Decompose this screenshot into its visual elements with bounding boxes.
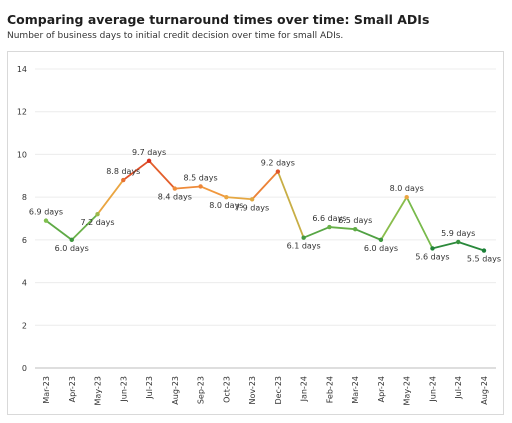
data-label: 6.5 days <box>338 216 372 225</box>
line-segment <box>96 179 125 216</box>
data-label: 9.2 days <box>261 159 295 168</box>
data-point[interactable] <box>481 248 487 253</box>
data-point[interactable] <box>69 237 74 243</box>
data-label: 5.5 days <box>467 255 501 264</box>
data-label: 7.9 days <box>235 203 269 212</box>
x-axis-ticks: Mar-23 Apr-23 May-23 Jun-23 Jul-23 Aug-23 Sep-… <box>42 376 489 405</box>
line-segment <box>251 170 279 201</box>
data-point[interactable] <box>456 239 461 245</box>
x-tick-label: Aug-23 <box>171 376 180 405</box>
data-label: 7.2 days <box>80 218 114 227</box>
data-label: 8.8 days <box>106 167 140 176</box>
data-label: 6.6 days <box>312 214 346 223</box>
data-label: 5.6 days <box>415 252 449 261</box>
line-segment <box>70 213 99 241</box>
y-tick-label: 8 <box>22 193 27 202</box>
data-point[interactable] <box>430 246 435 251</box>
data-point[interactable] <box>198 184 203 189</box>
data-label: 9.7 days <box>132 148 166 157</box>
y-axis-ticks: 0 2 4 6 8 10 12 14 <box>17 65 27 373</box>
x-tick-label: Dec-23 <box>274 376 283 405</box>
line-segment <box>302 226 331 239</box>
y-tick-label: 4 <box>22 279 27 288</box>
line-segment <box>354 228 382 241</box>
data-label: 8.0 days <box>209 201 243 210</box>
data-label: 8.5 days <box>184 173 218 182</box>
data-label: 8.0 days <box>390 184 424 193</box>
data-label: 6.0 days <box>364 244 398 253</box>
x-tick-label: Apr-24 <box>377 376 386 402</box>
data-point[interactable] <box>404 194 409 200</box>
data-point[interactable] <box>301 235 306 240</box>
data-label: 5.9 days <box>441 229 475 238</box>
series-line <box>45 159 485 252</box>
data-point[interactable] <box>121 177 126 183</box>
line-segment <box>431 241 460 250</box>
line-segment <box>45 219 73 241</box>
x-tick-label: May-23 <box>94 376 103 405</box>
line-segment <box>225 196 254 201</box>
x-tick-label: Sep-23 <box>197 376 206 404</box>
y-tick-label: 0 <box>22 364 27 373</box>
x-tick-label: Jul-23 <box>145 376 154 400</box>
data-point[interactable] <box>327 224 332 230</box>
data-point[interactable] <box>224 194 229 200</box>
x-tick-label: Apr-23 <box>68 376 77 402</box>
data-point[interactable] <box>172 186 178 191</box>
x-tick-label: Nov-23 <box>248 376 257 404</box>
line-segment <box>328 226 357 231</box>
x-tick-label: Aug-24 <box>480 376 489 405</box>
chart-title: Comparing average turnaround times over … <box>7 12 430 27</box>
y-tick-label: 6 <box>22 236 27 245</box>
data-label: 8.4 days <box>158 193 192 202</box>
data-label: 6.9 days <box>29 208 63 217</box>
x-tick-label: Feb-24 <box>325 376 334 403</box>
data-point[interactable] <box>352 226 358 232</box>
y-tick-label: 14 <box>17 65 27 74</box>
x-tick-label: Mar-23 <box>42 376 51 404</box>
line-segment <box>405 196 434 250</box>
line-segment <box>199 185 228 199</box>
data-point[interactable] <box>249 197 255 202</box>
y-tick-label: 12 <box>17 108 27 117</box>
x-tick-label: Oct-23 <box>222 376 231 403</box>
series-points <box>43 158 487 253</box>
data-point[interactable] <box>95 212 100 217</box>
data-point[interactable] <box>146 158 152 164</box>
data-point[interactable] <box>43 218 49 223</box>
chart-subtitle: Number of business days to initial credi… <box>7 31 344 41</box>
x-tick-label: Jan-24 <box>300 376 309 402</box>
line-segment <box>173 185 202 190</box>
y-tick-label: 10 <box>17 150 27 159</box>
data-point[interactable] <box>275 169 281 174</box>
line-segment <box>148 159 176 190</box>
x-tick-label: Jun-24 <box>428 376 437 403</box>
data-labels: 6.9 days 6.0 days 7.2 days 8.8 days 9.7 days… <box>29 148 501 264</box>
line-segment <box>457 241 485 252</box>
line-segment <box>380 196 408 241</box>
x-tick-label: Mar-24 <box>351 376 360 404</box>
line-segment <box>276 170 305 239</box>
data-label: 6.0 days <box>55 244 89 253</box>
x-tick-label: Jun-23 <box>119 376 128 403</box>
data-point[interactable] <box>378 237 384 243</box>
x-tick-label: May-24 <box>403 376 412 405</box>
data-label: 6.1 days <box>287 242 321 251</box>
x-tick-label: Jul-24 <box>454 376 463 400</box>
line-segment <box>122 159 150 181</box>
grid-lines <box>35 68 496 369</box>
y-tick-label: 2 <box>22 321 27 330</box>
